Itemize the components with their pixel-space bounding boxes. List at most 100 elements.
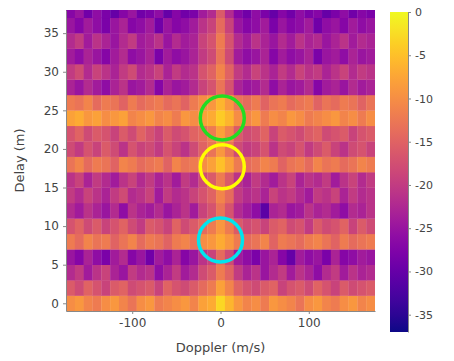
heatmap-cell [304,280,313,296]
heatmap-cell [340,203,349,219]
heatmap-cell [207,234,216,250]
heatmap-cell [357,172,366,188]
heatmap-cell [349,141,358,157]
heatmap-cell [145,18,154,34]
heatmap-cell [154,249,163,265]
heatmap-cell [110,79,119,95]
heatmap-cell [260,110,269,126]
heatmap-cell [243,95,252,111]
tick: 25 [44,104,66,118]
heatmap-cell [66,49,75,65]
heatmap-cell [269,203,278,219]
heatmap-cell [172,95,181,111]
heatmap-cell [128,188,137,204]
heatmap-cell [251,249,260,265]
heatmap-cell [137,64,146,80]
heatmap-cell [84,234,93,250]
heatmap-cell [101,234,110,250]
heatmap-cell [75,110,84,126]
heatmap-cell [349,64,358,80]
heatmap-cell [304,126,313,142]
heatmap-cell [110,280,119,296]
heatmap-cell [128,79,137,95]
heatmap-cell [137,141,146,157]
heatmap-cell [75,157,84,173]
heatmap-cell [322,10,331,18]
heatmap-cell [119,18,128,34]
heatmap-cell [287,172,296,188]
heatmap-cell [357,95,366,111]
tick-mark [63,110,66,111]
heatmap-cell [296,79,305,95]
heatmap-cell [322,126,331,142]
tick-label: -20 [415,179,433,192]
heatmap-cell [287,296,296,311]
heatmap-cell [357,18,366,34]
heatmap-cell [357,79,366,95]
heatmap-cell [225,203,234,219]
heatmap-cell [296,18,305,34]
heatmap-cell [349,172,358,188]
heatmap-cell [207,203,216,219]
heatmap-cell [296,141,305,157]
heatmap-cell [225,110,234,126]
tick-mark [63,33,66,34]
heatmap-cell [145,296,154,311]
heatmap-cell [145,280,154,296]
heatmap-cell [119,141,128,157]
tick-mark [63,149,66,150]
heatmap-cell [304,33,313,49]
heatmap-cell [198,49,207,65]
heatmap-cell [331,49,340,65]
heatmap-cell [296,33,305,49]
heatmap-cell [296,249,305,265]
heatmap-cell [110,172,119,188]
heatmap-cell [278,249,287,265]
heatmap-cell [137,126,146,142]
heatmap-cell [225,33,234,49]
heatmap-cell [269,265,278,281]
heatmap-cell [357,33,366,49]
heatmap-cell [154,33,163,49]
heatmap-cell [128,296,137,311]
heatmap-cell [181,157,190,173]
heatmap-cell [313,64,322,80]
heatmap-cell [251,79,260,95]
heatmap-cell [331,249,340,265]
heatmap-cell [190,188,199,204]
heatmap-cell [181,10,190,18]
heatmap-cell [84,172,93,188]
heatmap-cell [190,18,199,34]
heatmap-cell [92,265,101,281]
heatmap-cell [119,110,128,126]
heatmap-cell [163,218,172,234]
heatmap-cell [313,296,322,311]
heatmap-cell [181,218,190,234]
heatmap-cell [313,157,322,173]
heatmap-cell [331,10,340,18]
heatmap-cell [128,64,137,80]
heatmap-cell [137,249,146,265]
heatmap-cell [101,188,110,204]
heatmap-cell [75,18,84,34]
heatmap-cell [331,18,340,34]
heatmap-cell [172,296,181,311]
heatmap-cell [260,18,269,34]
heatmap-cell [163,110,172,126]
heatmap-cell [172,141,181,157]
heatmap-cell [84,110,93,126]
heatmap-cell [66,95,75,111]
heatmap-cell [163,234,172,250]
heatmap-cell [66,218,75,234]
heatmap-cell [287,218,296,234]
heatmap-cell [128,95,137,111]
heatmap-cell [172,64,181,80]
heatmap-cell [119,95,128,111]
axis-line [408,13,409,333]
heatmap-cell [137,172,146,188]
heatmap-cell [331,141,340,157]
heatmap-cell [92,10,101,18]
heatmap-cell [340,172,349,188]
heatmap-cell [251,33,260,49]
heatmap-cell [190,203,199,219]
